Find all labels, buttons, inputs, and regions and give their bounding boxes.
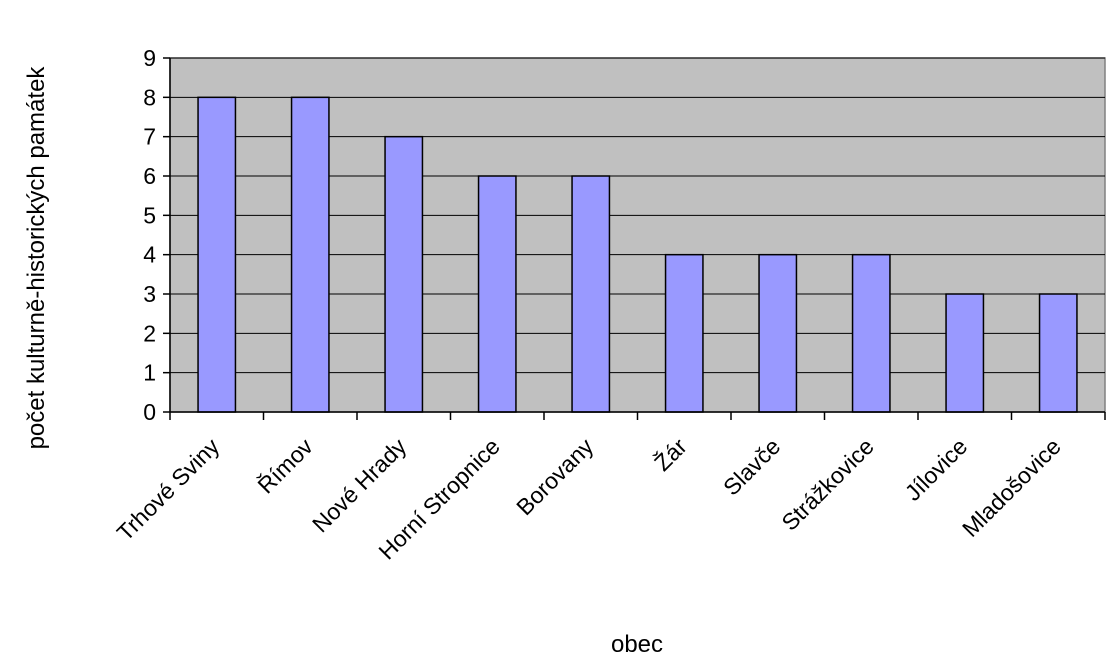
x-tick-label: Trhové Sviny (112, 433, 225, 546)
bar (290, 96, 330, 413)
bar (945, 293, 985, 413)
bar (664, 253, 704, 413)
y-tick-label: 4 (143, 242, 156, 268)
y-tick-label: 5 (143, 202, 156, 228)
y-axis-ticks: 0 1 2 3 4 5 6 7 8 9 (143, 45, 170, 425)
x-tick-label: Žár (649, 433, 692, 476)
y-tick-label: 1 (143, 360, 156, 386)
bars (197, 96, 1078, 413)
x-tick-label: Římov (252, 433, 318, 499)
bar (197, 96, 237, 413)
x-tick-label: Nové Hrady (307, 433, 412, 538)
y-tick-label: 3 (143, 281, 156, 307)
x-tick-label: Mladošovice (957, 433, 1066, 542)
x-tick-label: Borovany (511, 433, 598, 520)
bar (477, 175, 517, 413)
x-axis-ticks (169, 412, 1106, 420)
y-tick-label: 9 (143, 45, 156, 71)
y-axis-title: počet kulturně-historických památek (23, 66, 50, 450)
bar (851, 253, 891, 413)
bar (1038, 293, 1078, 413)
bar (571, 175, 611, 413)
x-tick-label: Jílovice (900, 433, 973, 506)
y-tick-label: 7 (143, 124, 156, 150)
x-tick-label: Slavče (718, 433, 785, 500)
y-tick-label: 8 (143, 84, 156, 110)
y-tick-label: 6 (143, 163, 156, 189)
x-tick-label: Strážkovice (776, 433, 878, 535)
y-tick-label: 0 (143, 399, 156, 425)
x-axis-title: obec (611, 631, 663, 658)
bar (384, 135, 424, 413)
bar (758, 253, 798, 413)
y-tick-label: 2 (143, 320, 156, 346)
